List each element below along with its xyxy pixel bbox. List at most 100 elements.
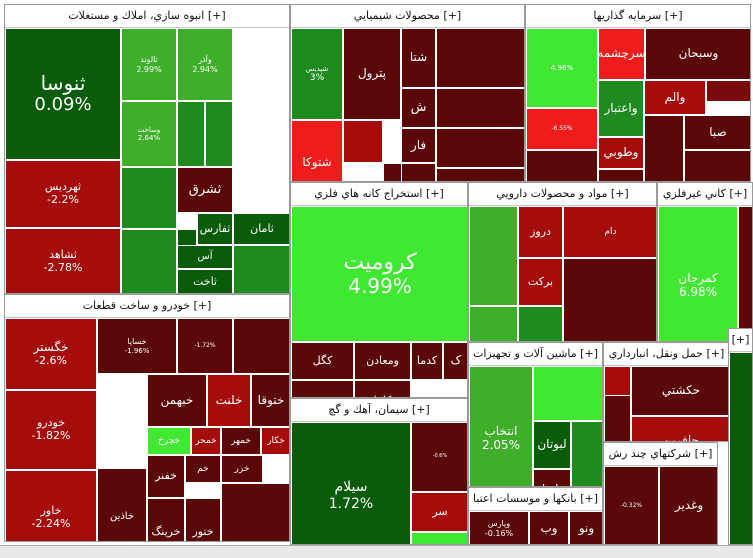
stock-tile[interactable]: كاما [354, 380, 411, 397]
sector-header[interactable]: انبوه سازي، املاك و مستغلات [+] [5, 5, 289, 28]
stock-tile[interactable]: پترول [343, 28, 401, 120]
stock-tile[interactable] [644, 115, 684, 181]
stock-tile[interactable]: صبا [684, 115, 750, 150]
stock-tile[interactable]: خچرخ [147, 427, 191, 455]
stock-tile[interactable]: ثالوند 2.99% [121, 28, 177, 101]
sector-header[interactable]: شركتهاي چند رش [+] [604, 443, 717, 466]
stock-tile[interactable]: كدما [411, 342, 443, 380]
stock-tile[interactable]: وسبحان [645, 28, 750, 80]
stock-tile[interactable] [221, 483, 289, 541]
stock-tile[interactable] [571, 421, 602, 486]
stock-tile[interactable]: ثنوسا 0.09% [5, 28, 121, 160]
stock-tile[interactable] [205, 101, 233, 167]
stock-tile[interactable]: شپديس 3% [291, 28, 343, 120]
stock-tile[interactable]: خاذين [97, 468, 147, 541]
stock-tile[interactable]: حافرين [631, 416, 729, 441]
stock-tile[interactable]: شتوكا [291, 120, 343, 181]
stock-tile[interactable] [121, 167, 177, 229]
stock-tile[interactable] [469, 306, 518, 341]
stock-tile[interactable] [121, 229, 177, 293]
stock-tile[interactable] [436, 88, 524, 128]
stock-tile[interactable]: خزر [221, 455, 263, 483]
stock-tile[interactable] [233, 318, 289, 374]
stock-tile[interactable]: خاور -2.24% [5, 470, 97, 541]
stock-tile[interactable]: والم [644, 80, 706, 115]
stock-tile[interactable] [343, 120, 383, 163]
stock-tile[interactable]: ک [443, 342, 467, 380]
stock-tile[interactable]: شهر [598, 169, 644, 181]
stock-tile[interactable] [233, 245, 289, 293]
stock-tile[interactable]: وپارس -0.16% [469, 511, 529, 544]
stock-tile[interactable]: كروميت 4.99% [291, 206, 467, 342]
sector-header[interactable]: مواد و محصولات دارويي [+] [469, 183, 656, 206]
stock-tile[interactable] [738, 206, 752, 341]
stock-tile[interactable]: وطوبي [598, 137, 644, 169]
stock-tile[interactable] [604, 366, 631, 396]
sector-header[interactable]: كاني غيرفلزي [+] [658, 183, 752, 206]
stock-tile[interactable]: ثامان [233, 213, 289, 245]
stock-tile[interactable]: ثهرديس -2.2% [5, 160, 121, 228]
stock-tile[interactable] [533, 366, 602, 421]
stock-tile[interactable]: حكشتي [631, 366, 729, 416]
stock-tile[interactable]: خساپا -1.96% [97, 318, 177, 374]
sector-header[interactable]: سرمايه گذاريها [+] [526, 5, 750, 28]
stock-tile[interactable]: -0.6% [411, 422, 467, 492]
stock-tile[interactable]: تاپرا [533, 469, 571, 486]
sector-header[interactable]: سيمان، آهك و گچ [+] [291, 399, 467, 422]
stock-tile[interactable] [436, 168, 524, 181]
stock-tile[interactable]: ونو [569, 511, 602, 544]
sector-header[interactable]: استخراج كانه هاي فلزي [+] [291, 183, 467, 206]
stock-tile[interactable] [526, 150, 598, 181]
sector-header[interactable]: ماشين آلات و تجهيزات [+] [469, 343, 602, 366]
stock-tile[interactable]: سرچشمه [598, 28, 645, 80]
stock-tile[interactable]: خگستر -2.6% [5, 318, 97, 390]
stock-tile[interactable]: فزر [291, 380, 354, 397]
stock-tile[interactable]: خکار [261, 427, 289, 455]
stock-tile[interactable]: كگل [291, 342, 354, 380]
stock-tile[interactable]: وساخت 2.64% [121, 101, 177, 167]
stock-tile[interactable] [436, 28, 524, 88]
stock-tile[interactable] [177, 101, 205, 167]
stock-tile[interactable]: خلنت [207, 374, 251, 427]
stock-tile[interactable]: سر [411, 492, 467, 532]
stock-tile[interactable]: -0.32% [604, 466, 659, 544]
stock-tile[interactable]: سيلام 1.72% [291, 422, 411, 544]
stock-tile[interactable]: كمرجان 6.98% [658, 206, 738, 341]
stock-tile[interactable] [411, 532, 467, 544]
stock-tile[interactable]: وآذر 2.94% [177, 28, 233, 101]
sector-header[interactable]: بانكها و موسسات اعتبا [+] [469, 488, 602, 511]
stock-tile[interactable]: فار [401, 128, 436, 163]
stock-tile[interactable] [563, 258, 656, 341]
stock-tile[interactable] [684, 150, 750, 181]
stock-tile[interactable]: دام [563, 206, 656, 258]
stock-tile[interactable]: وغدير [659, 466, 717, 544]
stock-tile[interactable]: 4.96% [526, 28, 598, 108]
stock-tile[interactable] [706, 80, 750, 102]
stock-tile[interactable]: لبوتان [533, 421, 571, 469]
stock-tile[interactable]: وب [529, 511, 569, 544]
stock-tile[interactable]: -6.55% [526, 108, 598, 150]
stock-tile[interactable]: ثاخت [177, 269, 233, 293]
sector-header[interactable]: حمل ونقل، انبارداري [+] [604, 343, 729, 366]
stock-tile[interactable]: خم [185, 455, 221, 483]
stock-tile[interactable]: شتا [401, 28, 436, 88]
stock-tile[interactable]: ثشاهد -2.78% [5, 228, 121, 293]
stock-tile[interactable]: خمحر [191, 427, 221, 455]
stock-tile[interactable]: دروز [518, 206, 563, 258]
stock-tile[interactable]: خفنر [147, 455, 185, 498]
stock-tile[interactable] [518, 306, 563, 341]
stock-tile[interactable] [469, 206, 518, 306]
stock-tile[interactable] [729, 352, 752, 544]
stock-tile[interactable]: ختوقا [251, 374, 289, 427]
stock-tile[interactable]: خمهر [221, 427, 261, 455]
stock-tile[interactable] [436, 128, 524, 168]
stock-tile[interactable]: ش [401, 88, 436, 128]
stock-tile[interactable]: ومعادن [354, 342, 411, 380]
stock-tile[interactable]: انتخاب 2.05% [469, 366, 533, 486]
stock-tile[interactable]: -1.72% [177, 318, 233, 374]
stock-tile[interactable]: خرينگ [147, 498, 185, 541]
stock-tile[interactable]: آس [177, 245, 233, 269]
sector-header[interactable]: محصولات شيميايي [+] [291, 5, 524, 28]
stock-tile[interactable]: ثفارس [197, 213, 233, 245]
sector-header[interactable]: خودرو و ساخت قطعات [+] [5, 295, 289, 318]
